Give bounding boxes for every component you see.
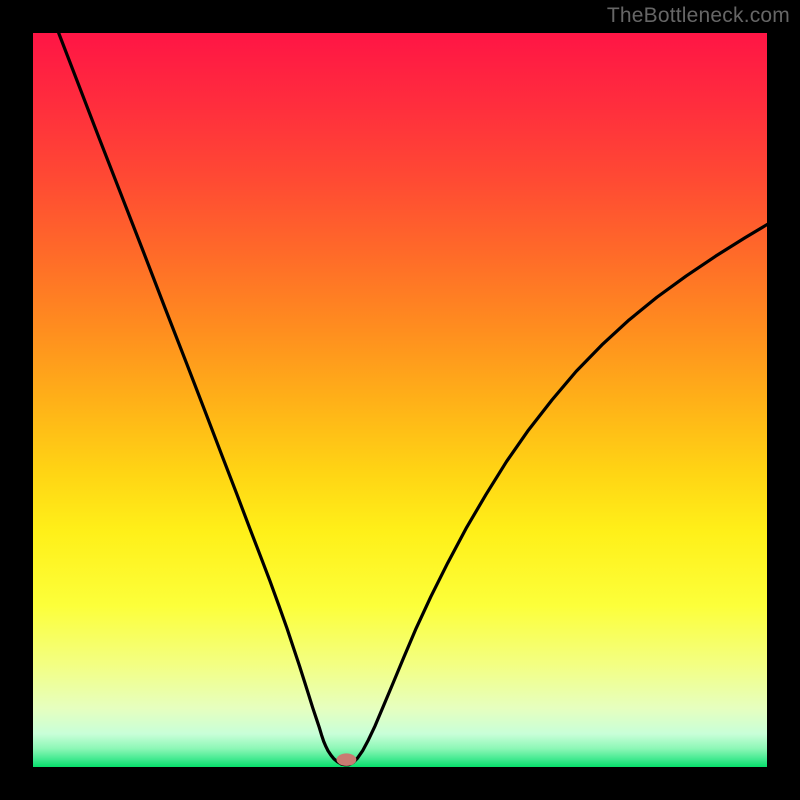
gradient-background bbox=[33, 33, 767, 767]
plot-area bbox=[33, 33, 767, 767]
chart-canvas: TheBottleneck.com bbox=[0, 0, 800, 800]
watermark-label: TheBottleneck.com bbox=[607, 4, 790, 28]
bottleneck-chart bbox=[0, 0, 800, 800]
optimal-point-marker bbox=[337, 753, 357, 765]
